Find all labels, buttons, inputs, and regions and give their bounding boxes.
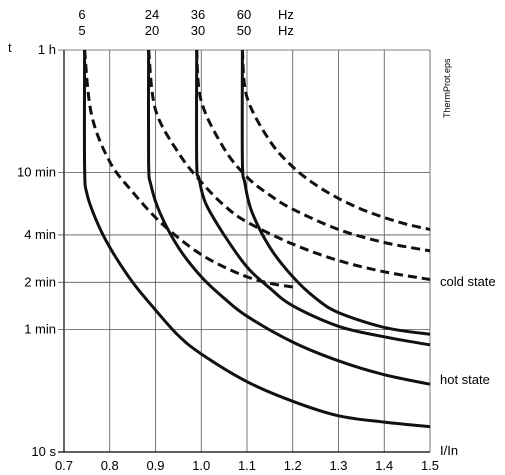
hot-state-curve [240,49,431,336]
x-tick-label: 1.3 [329,458,347,473]
frequency-label: 6 [78,7,85,22]
frequency-label: 20 [145,23,159,38]
cold-state-curve [147,49,431,281]
x-tick-label: 1.4 [375,458,393,473]
hot-state-curve [146,49,431,386]
frequency-label: 36 [191,7,205,22]
x-tick-label: 1.2 [284,458,302,473]
y-tick-label: 1 min [24,322,56,337]
frequency-label: 5 [78,23,85,38]
x-tick-label: 1.0 [192,458,210,473]
y-tick-label: 10 min [17,164,56,179]
frequency-labels: 6 24 36 60 Hz 5 20 30 50 Hz [78,7,294,38]
hot-state-curve [195,49,431,347]
hot-state-label: hot state [440,372,490,387]
curves [82,49,431,429]
x-tick-label: 1.1 [238,458,256,473]
y-tick-label: 10 s [31,444,56,459]
cold-state-curve [83,49,294,289]
y-tick-label: 4 min [24,227,56,242]
side-label: ThermProt.eps [442,58,452,118]
y-tick-label: 2 min [24,274,56,289]
x-axis-label: I/In [440,443,458,458]
x-tick-label: 0.9 [146,458,164,473]
frequency-label: 30 [191,23,205,38]
grid [58,49,431,453]
hot-state-curve [82,49,431,429]
frequency-unit: Hz [278,7,294,22]
y-axis-label: t [8,40,12,55]
frequency-label: 60 [237,7,251,22]
frequency-unit: Hz [278,23,294,38]
x-tick-label: 0.7 [55,458,73,473]
cold-state-curve [240,49,431,231]
frequency-label: 24 [145,7,159,22]
frequency-label: 50 [237,23,251,38]
y-tick-label: 1 h [38,42,56,57]
x-tick-label: 0.8 [101,458,119,473]
x-tick-label: 1.5 [421,458,439,473]
y-tick-labels: 1 h 10 min 4 min 2 min 1 min 10 s [17,42,57,459]
cold-state-curve [195,49,431,253]
cold-state-label: cold state [440,274,496,289]
x-tick-labels: 0.7 0.8 0.9 1.0 1.1 1.2 1.3 1.4 1.5 [55,458,439,473]
